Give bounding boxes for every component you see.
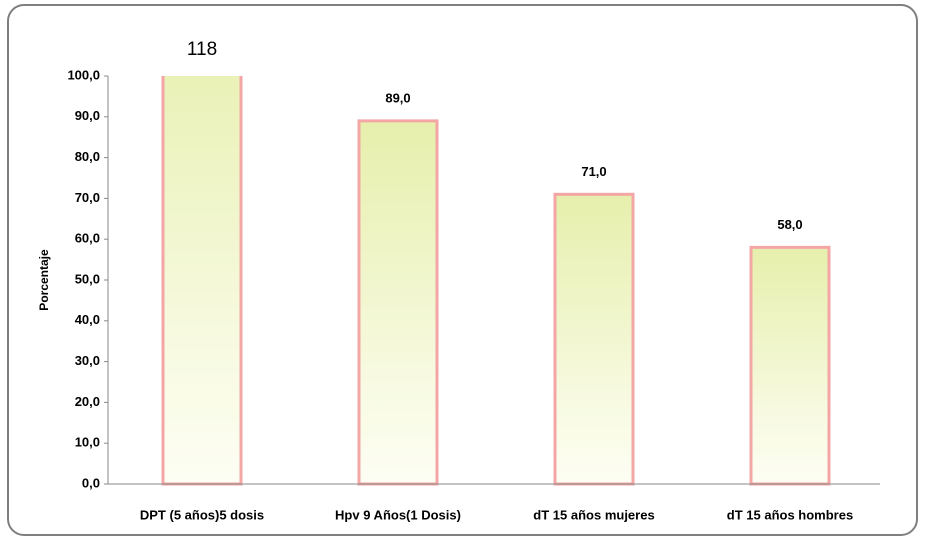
data-label: 71,0: [581, 164, 606, 179]
y-tick-label: 10,0: [75, 435, 100, 450]
y-tick-label: 60,0: [75, 231, 100, 246]
x-tick-label: DPT (5 años)5 dosis: [140, 507, 264, 522]
y-tick-label: 50,0: [75, 271, 100, 286]
bar: [357, 119, 439, 486]
bar: [553, 192, 635, 486]
y-tick-label: 20,0: [75, 394, 100, 409]
y-tick-label: 90,0: [75, 108, 100, 123]
y-tick-label: 0,0: [82, 475, 100, 490]
data-label: 89,0: [385, 90, 410, 105]
x-tick-label: Hpv 9 Años(1 Dosis): [335, 507, 461, 522]
data-label: 58,0: [777, 217, 802, 232]
bar: [161, 76, 243, 486]
y-tick-label: 30,0: [75, 353, 100, 368]
y-tick-label: 80,0: [75, 149, 100, 164]
y-tick-label: 70,0: [75, 190, 100, 205]
y-axis-label: Porcentaje: [37, 249, 51, 311]
y-tick-label: 100,0: [67, 67, 100, 82]
x-tick-label: dT 15 años mujeres: [533, 507, 654, 522]
bar: [749, 245, 831, 486]
data-label: 118: [187, 39, 217, 60]
x-tick-label: dT 15 años hombres: [727, 507, 853, 522]
y-tick-label: 40,0: [75, 312, 100, 327]
